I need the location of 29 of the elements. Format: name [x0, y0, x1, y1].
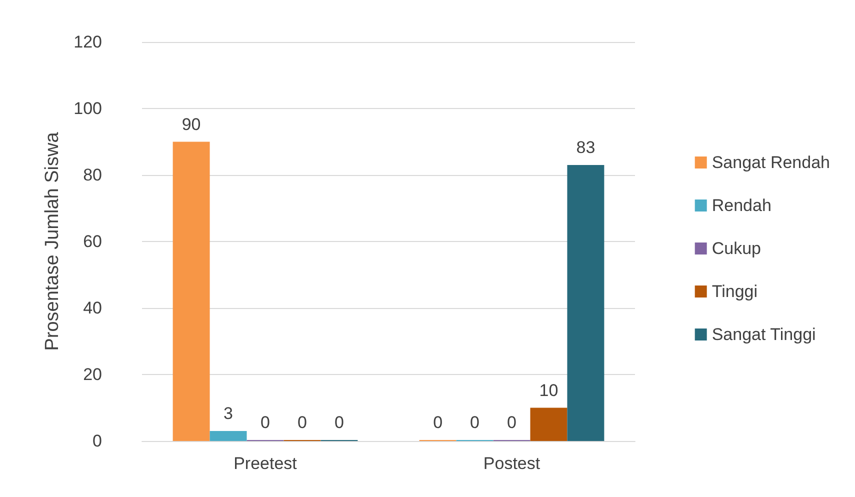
data-label: 0: [470, 413, 480, 432]
y-tick-label: 80: [83, 166, 102, 184]
data-label: 0: [334, 413, 344, 432]
data-label: 0: [433, 413, 443, 432]
x-tick-label: Preetest: [234, 454, 298, 473]
legend-label: Rendah: [712, 196, 772, 215]
y-tick-label: 100: [74, 99, 102, 118]
y-tick-label: 0: [92, 432, 102, 450]
y-tick-label: 60: [83, 232, 102, 251]
x-tick-label: Postest: [483, 454, 540, 473]
data-label: 3: [224, 404, 234, 424]
bar: [210, 431, 247, 441]
legend-label: Tinggi: [712, 282, 758, 301]
data-label: 0: [297, 413, 307, 432]
legend-label: Cukup: [712, 239, 761, 258]
legend-label: Sangat Rendah: [712, 153, 830, 172]
data-label: 0: [260, 413, 270, 432]
data-label: 90: [182, 114, 201, 134]
y-tick-label: 120: [74, 32, 102, 52]
y-tick-label: 20: [83, 365, 102, 384]
y-tick-label: 40: [83, 298, 102, 318]
legend-label: Sangat Tinggi: [712, 325, 816, 344]
y-axis-title: Prosentase Jumlah Siswa: [42, 132, 63, 351]
data-label: 83: [576, 138, 596, 158]
data-label: 10: [539, 380, 558, 400]
bar: [172, 142, 210, 441]
data-label: 0: [507, 413, 516, 432]
bar: [530, 408, 568, 441]
bar: [567, 165, 604, 441]
